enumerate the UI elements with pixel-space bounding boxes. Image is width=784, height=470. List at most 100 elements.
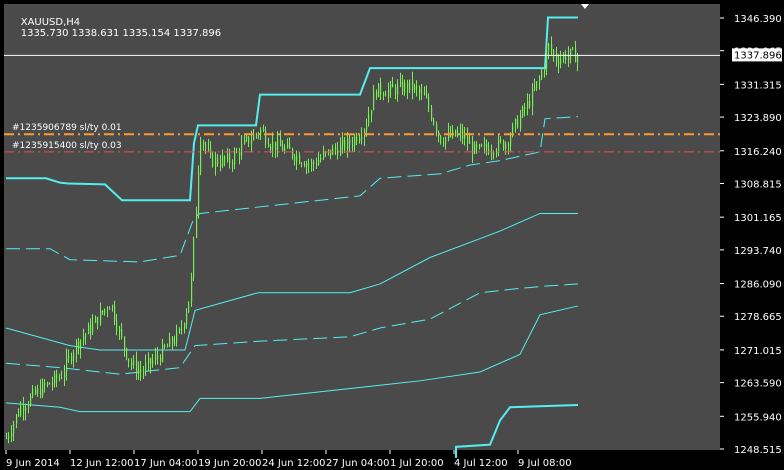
candle <box>520 109 522 132</box>
candle <box>59 373 61 382</box>
candle <box>35 386 37 396</box>
candle <box>68 349 70 363</box>
time-tick-label: 1 Jul 20:00 <box>390 458 444 469</box>
candle <box>8 432 10 444</box>
dashed-channel-line-0 <box>6 116 579 263</box>
time-tick-label: 12 Jun 12:00 <box>70 458 134 469</box>
candle <box>556 46 558 67</box>
candle <box>392 77 394 88</box>
candle <box>140 360 142 381</box>
ohlc-values: 1335.730 1338.631 1335.154 1337.896 <box>20 28 222 39</box>
lower-channel-line <box>5 305 579 413</box>
candle <box>28 400 30 414</box>
price-tick-label: 1301.165 <box>734 213 782 224</box>
candle <box>536 81 538 92</box>
candle <box>167 343 169 348</box>
candle <box>112 304 114 312</box>
candle <box>124 336 126 357</box>
candle <box>215 151 217 176</box>
candle <box>287 138 289 149</box>
upper-channel-line <box>6 16 578 202</box>
candle <box>503 139 505 151</box>
candle <box>157 346 159 365</box>
time-tick-label: 4 Jul 12:00 <box>454 458 508 469</box>
candle <box>20 401 22 418</box>
candle <box>472 135 474 163</box>
candle <box>570 48 572 64</box>
price-axis: 1346.3901338.9651331.3151323.8901316.240… <box>720 14 782 456</box>
candle <box>160 354 162 366</box>
candle <box>143 365 145 380</box>
candle <box>181 320 183 335</box>
candle <box>371 110 373 123</box>
candle <box>467 127 469 151</box>
candle <box>474 141 476 155</box>
candle <box>234 147 236 170</box>
candle <box>568 46 570 68</box>
candle <box>445 136 447 150</box>
candle <box>409 79 411 94</box>
candle <box>455 129 457 137</box>
candle <box>462 123 464 145</box>
candle <box>539 75 541 90</box>
candle <box>138 361 140 381</box>
current-price-value: 1337.896 <box>734 50 782 61</box>
candle <box>42 378 44 399</box>
candle <box>85 332 87 345</box>
candle <box>328 149 330 156</box>
candle <box>95 315 97 323</box>
candle <box>73 349 75 368</box>
candle <box>534 78 536 92</box>
candle <box>440 134 442 145</box>
candle <box>301 161 303 168</box>
candle <box>222 149 224 169</box>
price-tick-label: 1278.665 <box>734 312 782 323</box>
candle <box>191 272 193 307</box>
candle <box>488 141 490 156</box>
candle <box>395 84 397 100</box>
candle <box>541 68 543 80</box>
candle <box>6 432 8 440</box>
time-tick-label: 24 Jun 12:00 <box>262 458 326 469</box>
candle <box>268 137 270 148</box>
time-tick-label: 9 Jun 2014 <box>6 458 60 469</box>
candle <box>529 93 531 109</box>
candle <box>412 71 414 100</box>
candle <box>90 318 92 340</box>
candle <box>532 83 534 116</box>
candle <box>210 141 212 159</box>
candle <box>13 420 15 441</box>
candle <box>258 131 260 140</box>
candle <box>198 165 200 219</box>
candle <box>277 130 279 158</box>
candle <box>426 85 428 99</box>
candle <box>414 83 416 94</box>
candle <box>400 72 402 88</box>
candle <box>380 77 382 100</box>
candle <box>152 353 154 368</box>
order-lines: #1235906789 sl/ty 0.01 #1235915400 sl/ty … <box>4 123 720 153</box>
time-tick-label: 17 Jun 04:00 <box>134 458 198 469</box>
candle <box>188 301 190 313</box>
candle <box>515 118 517 133</box>
candle <box>373 84 375 111</box>
candle <box>402 74 404 95</box>
channel-lines <box>5 16 579 458</box>
candle <box>49 382 51 385</box>
candle <box>510 132 512 152</box>
candle <box>100 302 102 326</box>
plot-area[interactable] <box>4 4 720 450</box>
price-tick-label: 1293.740 <box>734 246 782 257</box>
candle <box>496 148 498 158</box>
current-price-label: 1337.896 <box>732 48 782 62</box>
candle <box>148 352 150 372</box>
candle <box>47 381 49 388</box>
candle <box>443 137 445 147</box>
candle <box>416 80 418 97</box>
candle <box>407 79 409 99</box>
candle <box>37 384 39 397</box>
candle <box>385 90 387 97</box>
candle <box>236 147 238 154</box>
candle <box>340 137 342 157</box>
